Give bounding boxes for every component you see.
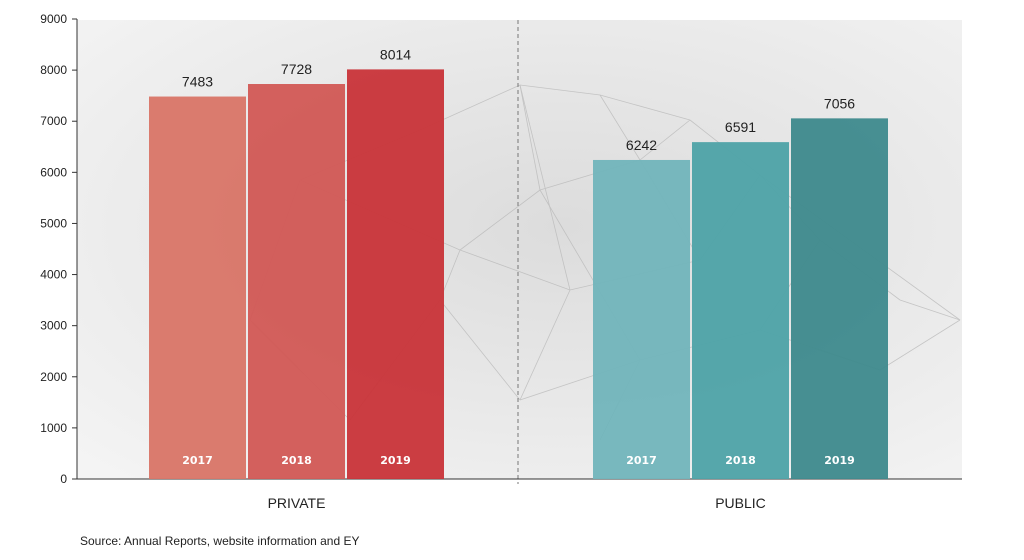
bar-value-label: 8014: [380, 46, 411, 62]
bar: [248, 84, 345, 479]
y-tick-label: 2000: [40, 370, 67, 384]
bar-year-label: 2017: [626, 454, 657, 467]
bar: [347, 69, 444, 479]
bar-value-label: 7483: [182, 74, 213, 90]
bar: [692, 142, 789, 480]
bar-year-label: 2019: [824, 454, 855, 467]
network-line: [599, 94, 641, 161]
network-line: [879, 319, 961, 371]
bars: 7483 2017 7728 2018 8014 2019 6242 2017 6591 2018…: [149, 46, 888, 480]
network-line: [439, 299, 521, 401]
y-tick-label: 3000: [40, 319, 67, 333]
source-note: Source: Annual Reports, website informat…: [80, 534, 360, 548]
network-line: [899, 299, 961, 321]
network-line: [519, 84, 571, 291]
y-tick-label: 1000: [40, 421, 67, 435]
y-tick-label: 9000: [40, 12, 67, 26]
x-group-label: PRIVATE: [268, 495, 326, 511]
network-line: [519, 84, 541, 191]
network-line: [639, 119, 691, 161]
bar: [149, 96, 246, 479]
network-line: [459, 189, 541, 251]
bar: [593, 159, 690, 479]
bar-year-label: 2019: [380, 454, 411, 467]
y-tick-label: 7000: [40, 114, 67, 128]
y-ticks: 0 1000 2000 3000 4000 5000 6000 7000 8000 9000: [40, 12, 77, 486]
y-tick-label: 5000: [40, 216, 67, 230]
bar: [791, 118, 888, 480]
bar-year-label: 2018: [281, 454, 312, 467]
y-tick-label: 0: [60, 472, 67, 486]
y-tick-label: 4000: [40, 268, 67, 282]
bar-value-label: 6242: [626, 137, 657, 153]
bar-year-label: 2017: [182, 454, 213, 467]
y-tick-label: 6000: [40, 165, 67, 179]
bar-value-label: 6591: [725, 119, 756, 135]
x-group-labels: PRIVATE PUBLIC: [268, 495, 766, 511]
y-tick-label: 8000: [40, 63, 67, 77]
network-line: [519, 289, 571, 401]
network-line: [519, 84, 601, 96]
network-line: [459, 249, 571, 291]
bar-value-label: 7056: [824, 95, 855, 111]
x-group-label: PUBLIC: [715, 495, 766, 511]
bar-year-label: 2018: [725, 454, 756, 467]
network-line: [599, 94, 691, 121]
bar-value-label: 7728: [281, 61, 312, 77]
